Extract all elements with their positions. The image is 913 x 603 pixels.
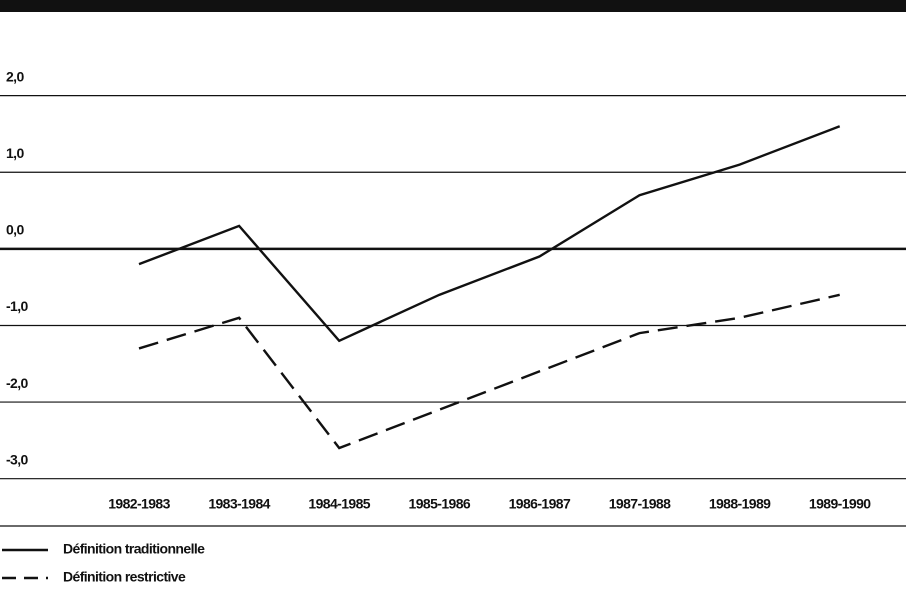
y-tick-label: 0,0 [6, 222, 24, 238]
line-series [138, 125, 841, 343]
x-tick-label: 1988-1989 [709, 496, 771, 512]
y-tick-label: -1,0 [6, 298, 29, 314]
x-tick-label: 1983-1984 [208, 496, 270, 512]
line-series [138, 293, 840, 450]
y-tick-label: 1,0 [6, 145, 24, 161]
x-tick-label: 1982-1983 [108, 496, 170, 512]
x-tick-label: 1986-1987 [509, 496, 571, 512]
x-tick-label: 1989-1990 [809, 496, 871, 512]
x-tick-label: 1987-1988 [609, 496, 671, 512]
y-tick-label: -3,0 [6, 451, 29, 467]
x-tick-label: 1984-1985 [308, 496, 370, 512]
x-tick-label: 1985-1986 [409, 496, 471, 512]
legend-label: Définition restrictive [63, 569, 186, 585]
y-tick-label: 2,0 [6, 68, 24, 84]
legend-label: Définition traditionnelle [63, 541, 205, 557]
top-bar [0, 0, 906, 12]
y-tick-label: -2,0 [6, 375, 29, 391]
